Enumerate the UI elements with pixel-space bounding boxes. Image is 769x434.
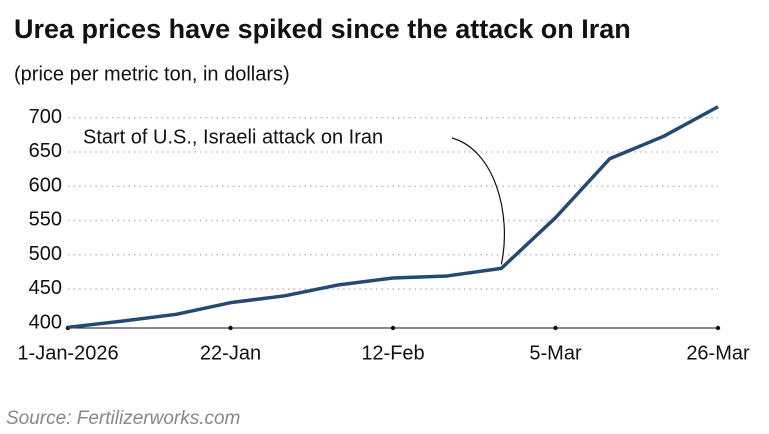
y-tick-label: 450: [29, 277, 62, 299]
y-tick-label: 500: [29, 243, 62, 265]
x-tick-label: 5-Mar: [529, 342, 582, 364]
y-tick-label: 700: [29, 106, 62, 128]
x-tick-label: 22-Jan: [200, 342, 261, 364]
x-tick-label: 1-Jan-2026: [17, 342, 118, 364]
x-tick: [715, 325, 721, 331]
chart-title: Urea prices have spiked since the attack…: [14, 14, 631, 44]
source: Source: Fertilizerworks.com: [6, 408, 240, 429]
chart-subtitle: (price per metric ton, in dollars): [14, 63, 290, 85]
y-tick-label: 400: [29, 311, 62, 333]
x-tick: [228, 325, 233, 331]
x-tick: [553, 325, 558, 331]
annotation-connector: [451, 137, 505, 265]
x-tick-label: 26-Mar: [686, 342, 750, 364]
line: [67, 105, 719, 330]
y-tick-label: 650: [29, 140, 62, 162]
y-tick-label: 600: [29, 174, 62, 196]
annotation: Start of U.S., Israeli attack on Iran: [83, 126, 383, 148]
x-tick: [390, 325, 396, 331]
y-tick-label: 550: [29, 209, 62, 231]
x-tick-label: 12-Feb: [361, 342, 424, 364]
